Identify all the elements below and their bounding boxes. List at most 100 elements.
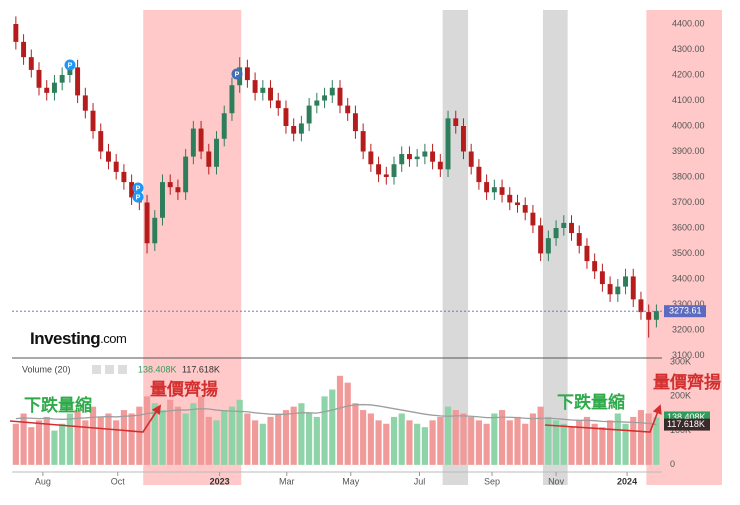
candle-body bbox=[383, 174, 389, 177]
x-tick-label: May bbox=[342, 476, 360, 486]
candle-body bbox=[59, 75, 65, 83]
event-marker-label: P bbox=[136, 185, 141, 192]
candle-body bbox=[406, 154, 412, 160]
volume-bar bbox=[414, 423, 421, 465]
volume-bar bbox=[120, 410, 127, 465]
volume-bar bbox=[491, 413, 498, 465]
volume-bar bbox=[59, 423, 66, 465]
candle-body bbox=[275, 100, 281, 109]
volume-bar bbox=[174, 406, 182, 465]
y-tick-label: 3900.00 bbox=[672, 146, 705, 156]
volume-bar bbox=[637, 410, 645, 465]
candle-body bbox=[368, 151, 374, 165]
legend-icon[interactable] bbox=[92, 365, 101, 374]
volume-bar bbox=[236, 399, 243, 465]
event-marker bbox=[132, 191, 144, 203]
candle-body bbox=[82, 95, 88, 111]
volume-bar bbox=[398, 413, 405, 465]
volume-bar bbox=[630, 416, 637, 465]
legend-icon[interactable] bbox=[105, 365, 114, 374]
volume-bar bbox=[483, 423, 490, 465]
event-marker bbox=[132, 182, 144, 194]
candle-body bbox=[376, 164, 382, 175]
annotation: 下跌量縮 bbox=[24, 395, 92, 416]
volume-ma-line bbox=[15, 403, 657, 426]
volume-bar bbox=[282, 410, 290, 465]
logo: Investing.com bbox=[30, 329, 126, 348]
volume-bar bbox=[514, 416, 521, 465]
y-tick-label: 4300.00 bbox=[672, 44, 705, 54]
volume-bar bbox=[74, 410, 81, 465]
y-tick-label: 3100.00 bbox=[672, 350, 705, 360]
volume-tick-label: 200K bbox=[670, 391, 691, 401]
y-tick-label: 4100.00 bbox=[672, 95, 705, 105]
candle-body bbox=[561, 222, 567, 228]
candle-body bbox=[283, 108, 289, 126]
candle-body bbox=[545, 238, 551, 254]
volume-legend-value: 138.408K bbox=[138, 364, 177, 374]
candle-body bbox=[499, 187, 505, 195]
candle-body bbox=[221, 113, 227, 139]
x-tick-label: Mar bbox=[279, 476, 295, 486]
x-tick-label: 2023 bbox=[210, 476, 230, 486]
volume-bar bbox=[51, 430, 58, 465]
candle-body bbox=[314, 100, 320, 106]
candle-body bbox=[214, 138, 219, 167]
legend-icon[interactable] bbox=[118, 365, 127, 374]
candle-body bbox=[468, 151, 474, 167]
volume-bar bbox=[375, 420, 382, 465]
last-price-label: 3273.61 bbox=[669, 306, 702, 316]
volume-ma-tag-label: 117.618K bbox=[667, 419, 705, 429]
candle-body bbox=[36, 69, 42, 88]
volume-bar bbox=[529, 413, 537, 465]
candle-body bbox=[291, 126, 297, 134]
event-marker-label: P bbox=[235, 71, 240, 78]
volume-bar bbox=[82, 420, 89, 465]
volume-bar bbox=[143, 396, 151, 465]
volume-bar bbox=[43, 416, 50, 465]
trend-annotation bbox=[544, 404, 662, 433]
candle-body bbox=[607, 284, 613, 295]
volume-bar bbox=[622, 423, 629, 465]
volume-bar bbox=[252, 420, 259, 465]
volume-bar bbox=[653, 417, 660, 465]
candle-body bbox=[460, 126, 466, 152]
candle-body bbox=[175, 187, 181, 193]
candle-body bbox=[599, 271, 605, 285]
volume-bar bbox=[498, 410, 506, 465]
trend-annotation bbox=[9, 404, 162, 433]
candle-body bbox=[244, 67, 250, 81]
volume-bar bbox=[452, 410, 459, 465]
volume-bar bbox=[421, 427, 428, 465]
candle-body bbox=[538, 225, 544, 254]
candle-body bbox=[322, 95, 328, 101]
volume-bar bbox=[545, 416, 552, 465]
candle-body bbox=[646, 312, 652, 320]
candle-body bbox=[592, 261, 598, 272]
candle-body bbox=[206, 151, 212, 167]
y-tick-label: 3300.00 bbox=[672, 299, 705, 309]
candle-body bbox=[445, 118, 451, 170]
candle-body bbox=[515, 202, 520, 206]
last-price-tag bbox=[664, 305, 706, 318]
volume-bar bbox=[429, 420, 436, 465]
candle-body bbox=[584, 245, 590, 262]
volume-bar bbox=[28, 427, 35, 465]
candle-body bbox=[453, 118, 459, 126]
volume-bar bbox=[136, 406, 143, 465]
y-tick-label: 3400.00 bbox=[672, 273, 705, 283]
volume-bar bbox=[12, 423, 19, 465]
volume-bar bbox=[182, 413, 189, 465]
candle-body bbox=[13, 24, 19, 42]
candle-body bbox=[507, 194, 513, 203]
volume-bar bbox=[344, 382, 351, 465]
volume-bar bbox=[352, 403, 359, 465]
volume-bar bbox=[213, 420, 220, 465]
volume-bar bbox=[221, 410, 228, 465]
volume-bar bbox=[275, 413, 282, 465]
volume-bar bbox=[313, 416, 320, 465]
x-tick-label: Nov bbox=[548, 476, 565, 486]
candle-body bbox=[51, 82, 57, 93]
candle-body bbox=[190, 128, 196, 157]
candle-body bbox=[491, 187, 497, 193]
